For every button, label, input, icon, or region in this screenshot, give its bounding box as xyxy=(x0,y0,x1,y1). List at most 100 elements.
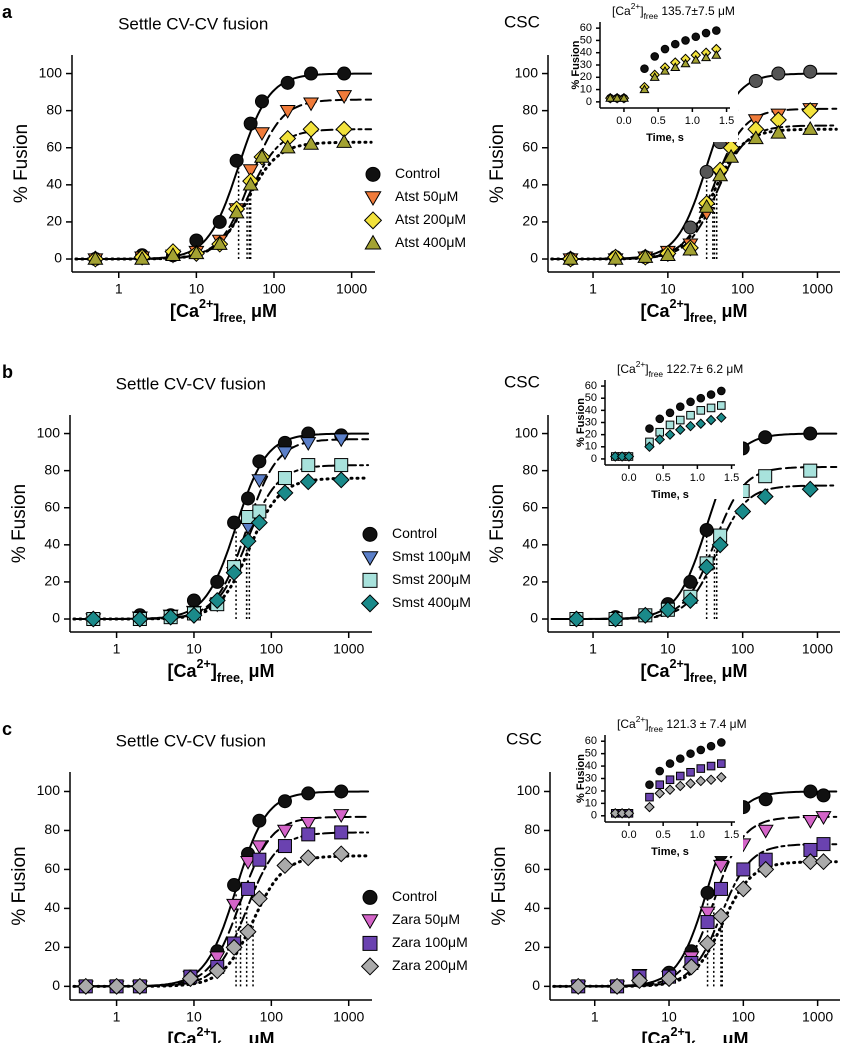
point xyxy=(655,780,665,790)
y-tick-label: 60 xyxy=(522,138,538,154)
point xyxy=(675,771,685,781)
x-axis-label: Time, s xyxy=(646,132,684,144)
x-tick-label: 1.5 xyxy=(724,472,739,484)
x-tick-label: 10 xyxy=(660,281,676,297)
point xyxy=(696,745,706,755)
point xyxy=(131,610,149,628)
inset-title: [Ca2+]free 121.3 ± 7.4 μM xyxy=(617,714,747,734)
point xyxy=(242,176,259,191)
point xyxy=(332,845,350,863)
text-part: free xyxy=(644,11,659,21)
x-axis-label: [Ca2+]free, μM xyxy=(641,297,748,325)
y-tick-label: 80 xyxy=(524,821,540,837)
point xyxy=(700,885,715,900)
y-tick-label: 40 xyxy=(580,47,592,59)
y-tick-label: 0 xyxy=(54,250,62,266)
x-tick-label: 1000 xyxy=(336,281,367,297)
y-tick-label: 80 xyxy=(44,461,60,477)
point xyxy=(253,127,270,142)
y-tick-label: 0 xyxy=(52,977,60,993)
text-part: free, xyxy=(690,671,717,685)
text-part: Time, s xyxy=(651,846,689,858)
legend-marker xyxy=(362,889,378,905)
chart-title: Settle CV-CV fusion xyxy=(118,14,268,33)
text-part: free xyxy=(649,724,664,734)
point xyxy=(654,434,666,445)
y-tick-label: 80 xyxy=(44,821,60,837)
point xyxy=(181,970,199,988)
point xyxy=(756,488,774,506)
point xyxy=(608,977,626,995)
point xyxy=(815,853,833,871)
text-part: [Ca xyxy=(641,301,671,321)
text-part: Time, s xyxy=(646,132,684,144)
point xyxy=(803,463,818,478)
point xyxy=(698,198,715,213)
point xyxy=(645,792,654,802)
point xyxy=(252,454,267,469)
point xyxy=(712,167,729,182)
point xyxy=(277,471,292,486)
point xyxy=(757,860,775,878)
point xyxy=(334,458,349,473)
x-axis-label: [Ca2+]free, μM xyxy=(170,297,277,325)
x-axis-label: Time, s xyxy=(651,846,689,858)
x-tick-label: 1 xyxy=(115,281,123,297)
y-tick-label: 20 xyxy=(585,785,597,797)
point xyxy=(717,759,726,768)
point xyxy=(674,780,686,792)
point xyxy=(303,97,320,112)
point xyxy=(802,121,819,135)
point xyxy=(229,153,244,168)
point xyxy=(712,26,721,35)
point xyxy=(660,970,678,988)
point xyxy=(639,84,650,94)
point xyxy=(227,878,242,893)
point xyxy=(674,424,686,436)
y-tick-label: 20 xyxy=(46,213,62,229)
legend-label: Atst 400μM xyxy=(395,234,466,250)
point xyxy=(803,426,818,441)
point xyxy=(691,32,701,42)
point xyxy=(734,502,752,520)
legend-label: Atst 200μM xyxy=(395,211,466,227)
y-tick-label: 60 xyxy=(44,860,60,876)
y-axis-label: % Fusion xyxy=(575,398,587,447)
x-tick-label: 0.0 xyxy=(621,829,636,841)
point xyxy=(607,250,624,265)
point xyxy=(695,775,707,787)
text-part: μM xyxy=(717,1029,748,1043)
y-tick-label: 20 xyxy=(524,938,540,954)
legend-marker xyxy=(363,211,383,230)
point xyxy=(801,102,819,120)
text-part: [Ca xyxy=(168,1029,198,1043)
x-tick-label: 0.5 xyxy=(656,472,671,484)
text-part: ] xyxy=(211,661,217,681)
legend-marker xyxy=(362,526,378,542)
legend-marker xyxy=(362,572,378,588)
point xyxy=(683,220,698,235)
legend-marker xyxy=(364,191,382,207)
point xyxy=(250,514,268,532)
point xyxy=(699,164,714,179)
y-tick-label: 40 xyxy=(585,760,597,772)
point xyxy=(210,574,225,589)
x-tick-label: 100 xyxy=(260,641,284,657)
point xyxy=(815,811,832,825)
point xyxy=(333,809,350,824)
point xyxy=(337,66,352,81)
y-tick-label: 60 xyxy=(524,860,540,876)
point xyxy=(277,794,292,809)
y-tick-label: 20 xyxy=(580,71,592,83)
point xyxy=(301,827,316,842)
point xyxy=(243,116,258,131)
point xyxy=(681,591,699,609)
x-tick-label: 1.0 xyxy=(685,115,700,127)
x-tick-label: 10 xyxy=(660,641,676,657)
point xyxy=(716,412,727,423)
y-tick-label: 60 xyxy=(585,735,597,747)
point xyxy=(334,784,349,799)
y-tick-label: 0 xyxy=(52,610,60,626)
point xyxy=(665,775,675,785)
point xyxy=(649,72,660,81)
